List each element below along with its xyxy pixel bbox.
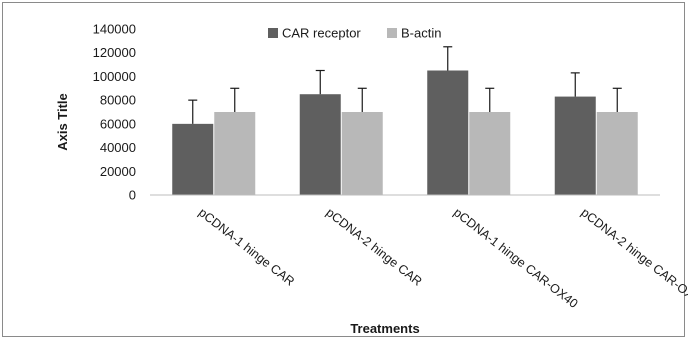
x-axis-title: Treatments xyxy=(350,321,419,336)
bar-car-receptor xyxy=(554,96,596,195)
y-tick-label: 60000 xyxy=(100,116,136,131)
bar-b-actin xyxy=(214,112,256,195)
error-bars xyxy=(188,46,622,124)
bar-car-receptor xyxy=(299,94,341,195)
y-tick-label: 0 xyxy=(129,188,136,203)
y-tick-label: 120000 xyxy=(93,45,136,60)
legend-label-b-actin: B-actin xyxy=(401,26,441,41)
y-tick-label: 20000 xyxy=(100,164,136,179)
y-tick-label: 100000 xyxy=(93,69,136,84)
y-axis-title: Axis Title xyxy=(55,93,70,151)
legend-label-car-receptor: CAR receptor xyxy=(282,26,361,41)
x-tick-label: pCDNA-1 hinge CAR xyxy=(196,205,297,288)
chart-border xyxy=(2,2,685,337)
x-tick-label: pCDNA-1 hinge CAR-OX40 xyxy=(451,205,581,311)
legend: CAR receptor B-actin xyxy=(268,26,441,41)
legend-swatch-b-actin xyxy=(387,28,397,38)
bar-b-actin xyxy=(596,112,638,195)
bar-series xyxy=(172,70,638,195)
bar-b-actin xyxy=(469,112,511,195)
x-tick-label: pCDNA-2 hinge CAR xyxy=(323,205,424,288)
y-axis: 0 20000 40000 60000 80000 100000 120000 140000 xyxy=(93,22,136,203)
bar-b-actin xyxy=(341,112,383,195)
x-axis: pCDNA-1 hinge CAR pCDNA-2 hinge CAR pCDNA-… xyxy=(196,205,688,311)
bar-car-receptor xyxy=(172,123,214,195)
y-tick-label: 80000 xyxy=(100,93,136,108)
bar-car-receptor xyxy=(427,70,469,195)
y-tick-label: 140000 xyxy=(93,22,136,37)
y-tick-label: 40000 xyxy=(100,140,136,155)
x-tick-label: pCDNA-2 hinge CAR-OX40 xyxy=(578,205,688,311)
legend-swatch-car-receptor xyxy=(268,28,278,38)
